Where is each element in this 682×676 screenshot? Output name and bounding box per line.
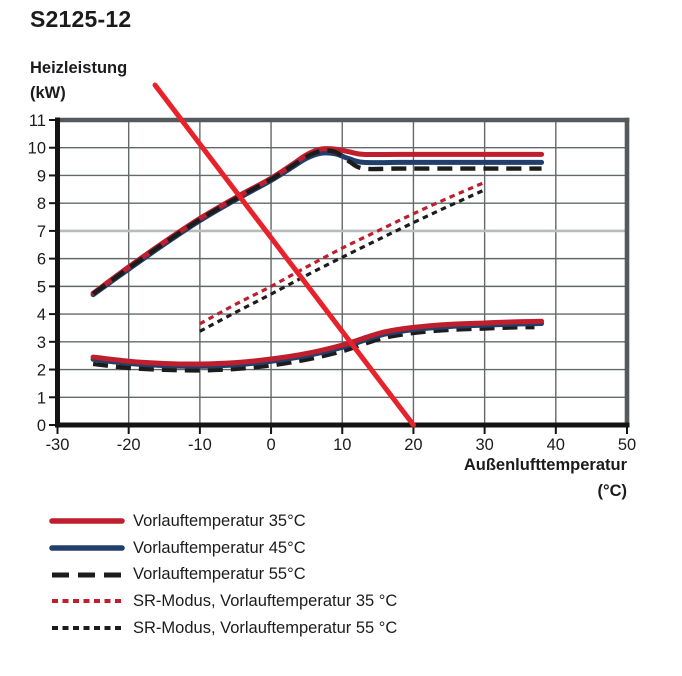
x-axis-title-line2: (°C) bbox=[597, 482, 627, 500]
legend-item-0: Vorlauftemperatur 35°C bbox=[48, 508, 397, 535]
x-tick-label: 10 bbox=[333, 436, 351, 454]
y-tick-label: 10 bbox=[28, 140, 46, 158]
x-tick-label: 30 bbox=[475, 436, 493, 454]
series-line-6 bbox=[199, 188, 486, 333]
x-tick-labels: -30 -20 -10 0 10 20 30 40 50 bbox=[46, 436, 637, 454]
y-tick-label: 3 bbox=[37, 334, 46, 352]
legend-label: SR-Modus, Vorlauftemperatur 35 °C bbox=[133, 591, 398, 610]
legend: Vorlauftemperatur 35°C Vorlauftemperatur … bbox=[48, 508, 397, 641]
y-tick-label: 9 bbox=[37, 167, 46, 185]
series-line-5 bbox=[90, 318, 545, 367]
grid-lines bbox=[57, 120, 627, 425]
page-title: S2125-12 bbox=[30, 6, 132, 32]
legend-label: Vorlauftemperatur 35°C bbox=[133, 511, 306, 530]
y-tick-label: 5 bbox=[37, 278, 46, 296]
plot-frame bbox=[55, 117, 630, 428]
y-tick-labels: 0 1 2 3 4 5 6 7 8 9 10 11 bbox=[28, 112, 46, 435]
legend-label: Vorlauftemperatur 55°C bbox=[133, 565, 306, 584]
legend-label: Vorlauftemperatur 45°C bbox=[133, 538, 306, 557]
x-tick-label: 50 bbox=[618, 436, 636, 454]
series-line-0 bbox=[90, 150, 545, 298]
heating-capacity-chart: 0 1 2 3 4 5 6 7 8 9 10 11 -30 -20 -10 0 10 20 30 40 50 bbox=[28, 82, 637, 454]
y-tick-label: 11 bbox=[29, 112, 46, 130]
legend-line-sample bbox=[52, 599, 122, 604]
legend-label: SR-Modus, Vorlauftemperatur 55 °C bbox=[133, 618, 398, 637]
y-axis-title: Heizleistung (kW) bbox=[30, 56, 127, 106]
series-line-7 bbox=[199, 180, 486, 326]
legend-line-sample bbox=[49, 545, 125, 551]
data-series bbox=[90, 146, 545, 373]
x-tick-label: -30 bbox=[46, 436, 70, 454]
x-axis-title-line1: Außenlufttemperatur bbox=[463, 456, 627, 474]
x-axis-title: Außenlufttemperatur (°C) bbox=[464, 452, 627, 504]
legend-item-4: SR-Modus, Vorlauftemperatur 55 °C bbox=[48, 615, 397, 642]
series-line-4 bbox=[90, 321, 545, 369]
y-tick-label: 6 bbox=[37, 251, 46, 269]
axis-tick-marks bbox=[49, 119, 628, 434]
y-tick-label: 8 bbox=[37, 195, 46, 213]
x-tick-label: 0 bbox=[266, 436, 275, 454]
y-tick-label: 4 bbox=[37, 306, 46, 324]
y-axis-title-line2: (kW) bbox=[30, 84, 66, 102]
series-line-2 bbox=[91, 148, 542, 296]
legend-item-1: Vorlauftemperatur 45°C bbox=[48, 535, 397, 562]
y-tick-label: 7 bbox=[37, 223, 46, 241]
series-line-3 bbox=[92, 324, 535, 373]
x-tick-label: 40 bbox=[547, 436, 565, 454]
legend-line-sample bbox=[52, 626, 122, 631]
y-tick-label: 0 bbox=[37, 417, 46, 435]
x-tick-label: 20 bbox=[404, 436, 422, 454]
legend-item-2: Vorlauftemperatur 55°C bbox=[48, 561, 397, 588]
legend-line-sample bbox=[52, 572, 122, 578]
y-axis-title-line1: Heizleistung bbox=[30, 59, 128, 77]
y-tick-label: 2 bbox=[37, 362, 46, 380]
x-tick-label: -10 bbox=[188, 436, 212, 454]
legend-line-sample bbox=[49, 518, 125, 525]
limit-line bbox=[152, 82, 416, 428]
legend-item-3: SR-Modus, Vorlauftemperatur 35 °C bbox=[48, 588, 397, 615]
y-tick-label: 1 bbox=[37, 389, 46, 407]
x-tick-label: -20 bbox=[117, 436, 141, 454]
